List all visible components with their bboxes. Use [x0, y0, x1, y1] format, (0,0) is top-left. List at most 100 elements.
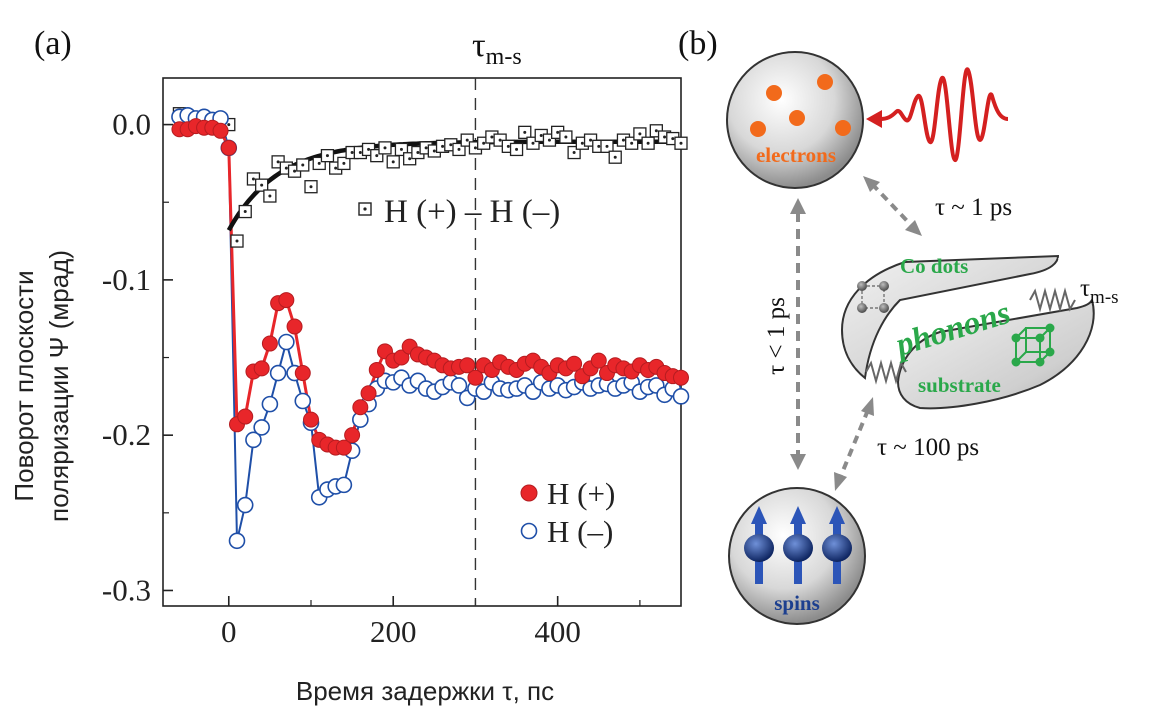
- data-point-diff-center: [663, 135, 667, 139]
- data-point-h-plus: [286, 318, 303, 335]
- panel-a-chart: (a) Поворот плоскости поляризации Ψ (мра…: [9, 25, 690, 706]
- electron-dot: [835, 120, 851, 136]
- legend-label-h-plus: H (+): [547, 476, 615, 511]
- data-point-h-minus: [236, 496, 254, 514]
- y-tick-label: 0.0: [112, 107, 151, 142]
- tau-electron-phonon-label: τ ~ 1 ps: [935, 194, 1012, 221]
- data-point-h-plus: [278, 292, 295, 309]
- co-lattice-icon: [857, 281, 889, 313]
- data-point-diff-center: [391, 160, 395, 164]
- legend-marker-h-plus: [520, 484, 538, 502]
- data-point-h-plus: [253, 360, 270, 377]
- data-point-diff-center: [342, 161, 346, 165]
- data-point-h-plus: [261, 335, 278, 352]
- electrons-sphere: electrons: [726, 51, 864, 189]
- arrowhead: [863, 176, 880, 192]
- substrate-label: substrate: [918, 373, 1001, 397]
- tau-ms-main: τ: [1080, 275, 1090, 302]
- diff-legend-marker-dot: [363, 207, 367, 211]
- data-point-diff-center: [613, 155, 617, 159]
- substrate-atom: [1045, 347, 1055, 357]
- data-point-diff-center: [564, 135, 568, 139]
- data-point-diff-center: [630, 141, 634, 145]
- spins-sphere: spins: [728, 487, 866, 625]
- data-point-h-minus: [245, 431, 262, 449]
- data-point-diff-center: [621, 138, 625, 142]
- data-point-diff-center: [325, 154, 329, 158]
- data-point-diff-center: [654, 129, 658, 133]
- data-point-diff-center: [375, 154, 379, 158]
- spin-ball: [744, 534, 774, 562]
- data-point-h-minus: [450, 377, 468, 394]
- data-point-h-plus: [393, 349, 410, 366]
- panel-b-label: (b): [678, 25, 718, 62]
- data-point-h-plus: [303, 411, 319, 428]
- data-point-h-plus: [368, 361, 385, 378]
- diff-legend-label: H (+) – H (–): [384, 194, 560, 230]
- cube-front: [1015, 337, 1041, 363]
- y-axis-label-line-2: поляризации Ψ (мрад): [44, 250, 74, 522]
- x-axis-label: Время задержки τ, пс: [296, 676, 554, 706]
- data-point-h-plus: [212, 122, 229, 139]
- cube-back: [1025, 327, 1051, 353]
- data-point-diff-center: [556, 130, 560, 134]
- data-point-diff-center: [490, 135, 494, 139]
- vline-label: τm-s: [472, 27, 522, 70]
- data-point-diff-center: [309, 185, 313, 189]
- data-point-diff-center: [671, 137, 675, 141]
- data-point-h-minus: [228, 532, 246, 550]
- data-point-diff-center: [482, 141, 486, 145]
- data-point-diff-center: [457, 147, 461, 151]
- data-point-h-plus: [566, 355, 583, 372]
- data-point-diff-center: [679, 141, 683, 145]
- data-point-diff-center: [441, 144, 445, 148]
- co-atom: [879, 281, 889, 291]
- arrowhead: [861, 397, 874, 416]
- x-tick-label: 200: [370, 614, 417, 649]
- pulse-arrowhead: [866, 110, 882, 128]
- data-point-diff-center: [416, 151, 420, 155]
- data-point-diff-center: [243, 210, 247, 214]
- y-tick-label: -0.3: [102, 572, 151, 607]
- legend-marker-h-minus: [520, 522, 538, 540]
- spin-head: [829, 506, 845, 524]
- data-point-diff-center: [498, 138, 502, 142]
- arrowhead: [790, 198, 806, 214]
- substrate-atom: [1011, 357, 1021, 367]
- plot-frame: [162, 77, 682, 607]
- arrow-phonon-spin: [838, 409, 870, 479]
- substrate-atom: [1045, 323, 1055, 333]
- data-point-h-plus: [459, 357, 476, 374]
- data-point-diff-center: [506, 144, 510, 148]
- data-point-diff-center: [449, 143, 453, 147]
- electron-dot: [817, 74, 833, 90]
- data-point-diff-center: [432, 149, 436, 153]
- data-point-h-minus: [253, 419, 270, 436]
- data-point-diff-center: [383, 146, 387, 150]
- electron-dot: [766, 85, 782, 101]
- electron-dot: [789, 110, 805, 126]
- data-point-diff-center: [605, 144, 609, 148]
- co-atom: [857, 303, 867, 313]
- co-atom: [879, 303, 889, 313]
- data-point-diff-center: [515, 147, 519, 151]
- data-point-diff-center: [293, 169, 297, 173]
- spring-icon: [1029, 287, 1076, 313]
- data-point-diff-center: [589, 138, 593, 142]
- data-point-h-minus: [278, 333, 295, 351]
- tau-electron-spin-label: τ < 1 ps: [763, 297, 790, 375]
- data-point-h-minus: [269, 364, 287, 382]
- data-point-diff-center: [317, 161, 321, 165]
- co-atom: [857, 281, 867, 291]
- data-point-diff-center: [408, 157, 412, 161]
- tau-phonon-spin-label: τ ~ 100 ps: [877, 434, 979, 461]
- spins-label: spins: [774, 591, 820, 615]
- y-tick-label: -0.1: [102, 262, 151, 297]
- co-dots-layer: [840, 254, 1060, 380]
- data-point-diff-center: [523, 130, 527, 134]
- tau-ms-label: τm-s: [1080, 275, 1119, 308]
- data-point-h-plus: [344, 427, 361, 444]
- data-point-diff-center: [399, 147, 403, 151]
- spin-arrow-icon: [822, 506, 852, 584]
- data-point-h-plus: [220, 139, 237, 156]
